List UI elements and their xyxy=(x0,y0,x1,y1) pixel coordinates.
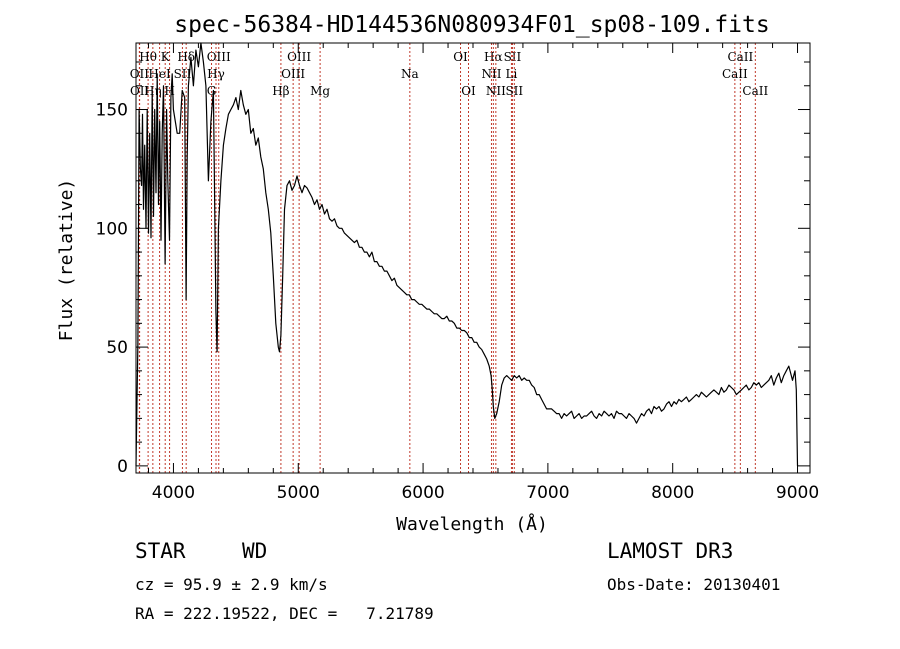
spectral-line-label: Li xyxy=(506,67,518,81)
spectral-line-label: G xyxy=(207,84,217,98)
y-tick-label: 150 xyxy=(96,101,128,121)
spectral-line-label: OIII xyxy=(287,50,311,64)
y-tick-label: 0 xyxy=(117,457,128,477)
x-tick-label: 5000 xyxy=(277,483,320,503)
spectral-line-label: HeI xyxy=(148,67,171,81)
spectral-line-label: NII xyxy=(486,84,506,98)
spectral-line-label: CaII xyxy=(742,84,768,98)
ra-dec-coordinates: RA = 222.19522, DEC = 7.21789 xyxy=(135,604,434,623)
x-tick-label: 6000 xyxy=(401,483,444,503)
axis-tick-labels: 4000 5000 6000 7000 8000 9000 0 50 100 150 xyxy=(96,101,820,503)
spectral-line-label: SII xyxy=(174,67,192,81)
y-tick-label: 100 xyxy=(96,219,128,239)
spectral-line-label: CaII xyxy=(727,50,753,64)
object-subclass: WD xyxy=(242,539,268,563)
spectral-line-label: Hγ xyxy=(207,67,225,81)
spectral-line-label: OI xyxy=(461,84,476,98)
spectral-line-label: H xyxy=(164,84,174,98)
plot-frame xyxy=(135,42,811,474)
observation-date: Obs-Date: 20130401 xyxy=(607,575,781,594)
spectral-line-label: SII xyxy=(505,84,523,98)
spectral-line-label: Mg xyxy=(310,84,330,98)
y-axis-label: Flux (relative) xyxy=(56,179,77,342)
y-tick-label: 50 xyxy=(106,338,128,358)
x-tick-label: 8000 xyxy=(651,483,694,503)
object-class: STAR xyxy=(135,539,186,563)
chart-title: spec-56384-HD144536N080934F01_sp08-109.f… xyxy=(174,12,769,38)
spectral-line-label: OII xyxy=(130,84,150,98)
spectral-line-label: OII xyxy=(130,67,150,81)
spectral-line-label: K xyxy=(161,50,171,64)
spectral-line-label: NII xyxy=(481,67,501,81)
redshift-cz: cz = 95.9 ± 2.9 km/s xyxy=(135,575,328,594)
spectral-line-label: OI xyxy=(453,50,468,64)
spectrum-line xyxy=(135,42,799,466)
spectral-line-label: Hδ xyxy=(177,50,195,64)
axis-ticks xyxy=(136,43,810,473)
survey-name: LAMOST DR3 xyxy=(607,539,734,563)
x-tick-label: 9000 xyxy=(776,483,819,503)
x-tick-label: 4000 xyxy=(152,483,195,503)
spectral-line-label: Hα xyxy=(484,50,503,64)
x-axis-label: Wavelength (Å) xyxy=(396,513,548,535)
spectral-line-label: Na xyxy=(401,67,419,81)
x-tick-label: 7000 xyxy=(526,483,569,503)
spectral-line-label: CaII xyxy=(722,67,748,81)
spectral-line-label: OIII xyxy=(207,50,231,64)
spectral-line-label: Hβ xyxy=(272,84,289,98)
spectral-line-label: SII xyxy=(504,50,522,64)
spectral-line-label: OIII xyxy=(281,67,305,81)
